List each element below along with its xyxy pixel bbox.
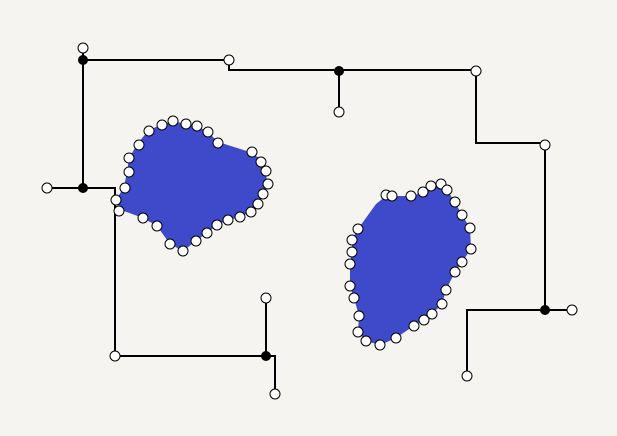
open-node-24 — [212, 137, 224, 149]
open-node-6 — [566, 304, 578, 316]
open-node-30 — [252, 198, 264, 210]
open-node-67 — [344, 280, 356, 292]
open-node-69 — [346, 246, 358, 258]
open-node-13 — [113, 205, 125, 217]
open-node-46 — [417, 186, 429, 198]
open-node-37 — [177, 245, 189, 257]
open-node-28 — [262, 178, 274, 190]
open-node-11 — [269, 388, 281, 400]
open-node-17 — [133, 139, 145, 151]
open-node-9 — [109, 350, 121, 362]
junction-dot-4 — [540, 305, 550, 315]
open-node-56 — [440, 284, 452, 296]
open-node-7 — [461, 370, 473, 382]
open-node-16 — [123, 152, 135, 164]
open-node-22 — [191, 120, 203, 132]
open-node-62 — [374, 339, 386, 351]
open-node-35 — [201, 227, 213, 239]
open-node-2 — [223, 54, 235, 66]
open-node-20 — [167, 115, 179, 127]
open-node-68 — [344, 258, 356, 270]
open-node-63 — [360, 335, 372, 347]
open-node-42 — [352, 223, 364, 235]
open-node-57 — [436, 298, 448, 310]
open-node-39 — [151, 220, 163, 232]
open-node-8 — [41, 182, 53, 194]
open-node-19 — [156, 119, 168, 131]
open-node-1 — [77, 42, 89, 54]
open-node-27 — [260, 165, 272, 177]
open-node-51 — [456, 209, 468, 221]
open-node-58 — [426, 308, 438, 320]
open-node-59 — [418, 314, 430, 326]
open-node-49 — [441, 184, 453, 196]
open-node-33 — [222, 214, 234, 226]
open-node-5 — [539, 139, 551, 151]
open-node-66 — [348, 292, 360, 304]
open-node-34 — [211, 219, 223, 231]
open-node-65 — [353, 310, 365, 322]
wire-4 — [83, 187, 276, 394]
open-node-29 — [257, 188, 269, 200]
wire-6 — [466, 309, 545, 376]
open-node-47 — [425, 180, 437, 192]
open-node-50 — [449, 196, 461, 208]
open-node-38 — [164, 238, 176, 250]
open-node-61 — [390, 332, 402, 344]
junction-dot-5 — [261, 351, 271, 361]
open-node-12 — [110, 194, 122, 206]
open-node-32 — [234, 211, 246, 223]
open-node-52 — [464, 222, 476, 234]
open-node-3 — [470, 65, 482, 77]
open-node-36 — [190, 235, 202, 247]
open-node-14 — [119, 182, 131, 194]
open-node-44 — [386, 190, 398, 202]
junction-dot-1 — [78, 55, 88, 65]
open-node-25 — [246, 146, 258, 158]
open-node-4 — [333, 106, 345, 118]
open-node-45 — [405, 190, 417, 202]
open-node-15 — [123, 166, 135, 178]
junction-dot-3 — [78, 183, 88, 193]
open-node-26 — [255, 156, 267, 168]
open-node-54 — [456, 256, 468, 268]
open-node-60 — [408, 320, 420, 332]
open-node-21 — [180, 118, 192, 130]
open-node-40 — [137, 212, 149, 224]
open-node-41 — [346, 234, 358, 246]
open-node-64 — [352, 326, 364, 338]
junction-dot-2 — [334, 66, 344, 76]
open-node-10 — [260, 292, 272, 304]
open-node-31 — [245, 206, 257, 218]
open-node-53 — [465, 243, 477, 255]
open-node-55 — [449, 266, 461, 278]
open-node-23 — [202, 126, 214, 138]
open-node-18 — [143, 125, 155, 137]
